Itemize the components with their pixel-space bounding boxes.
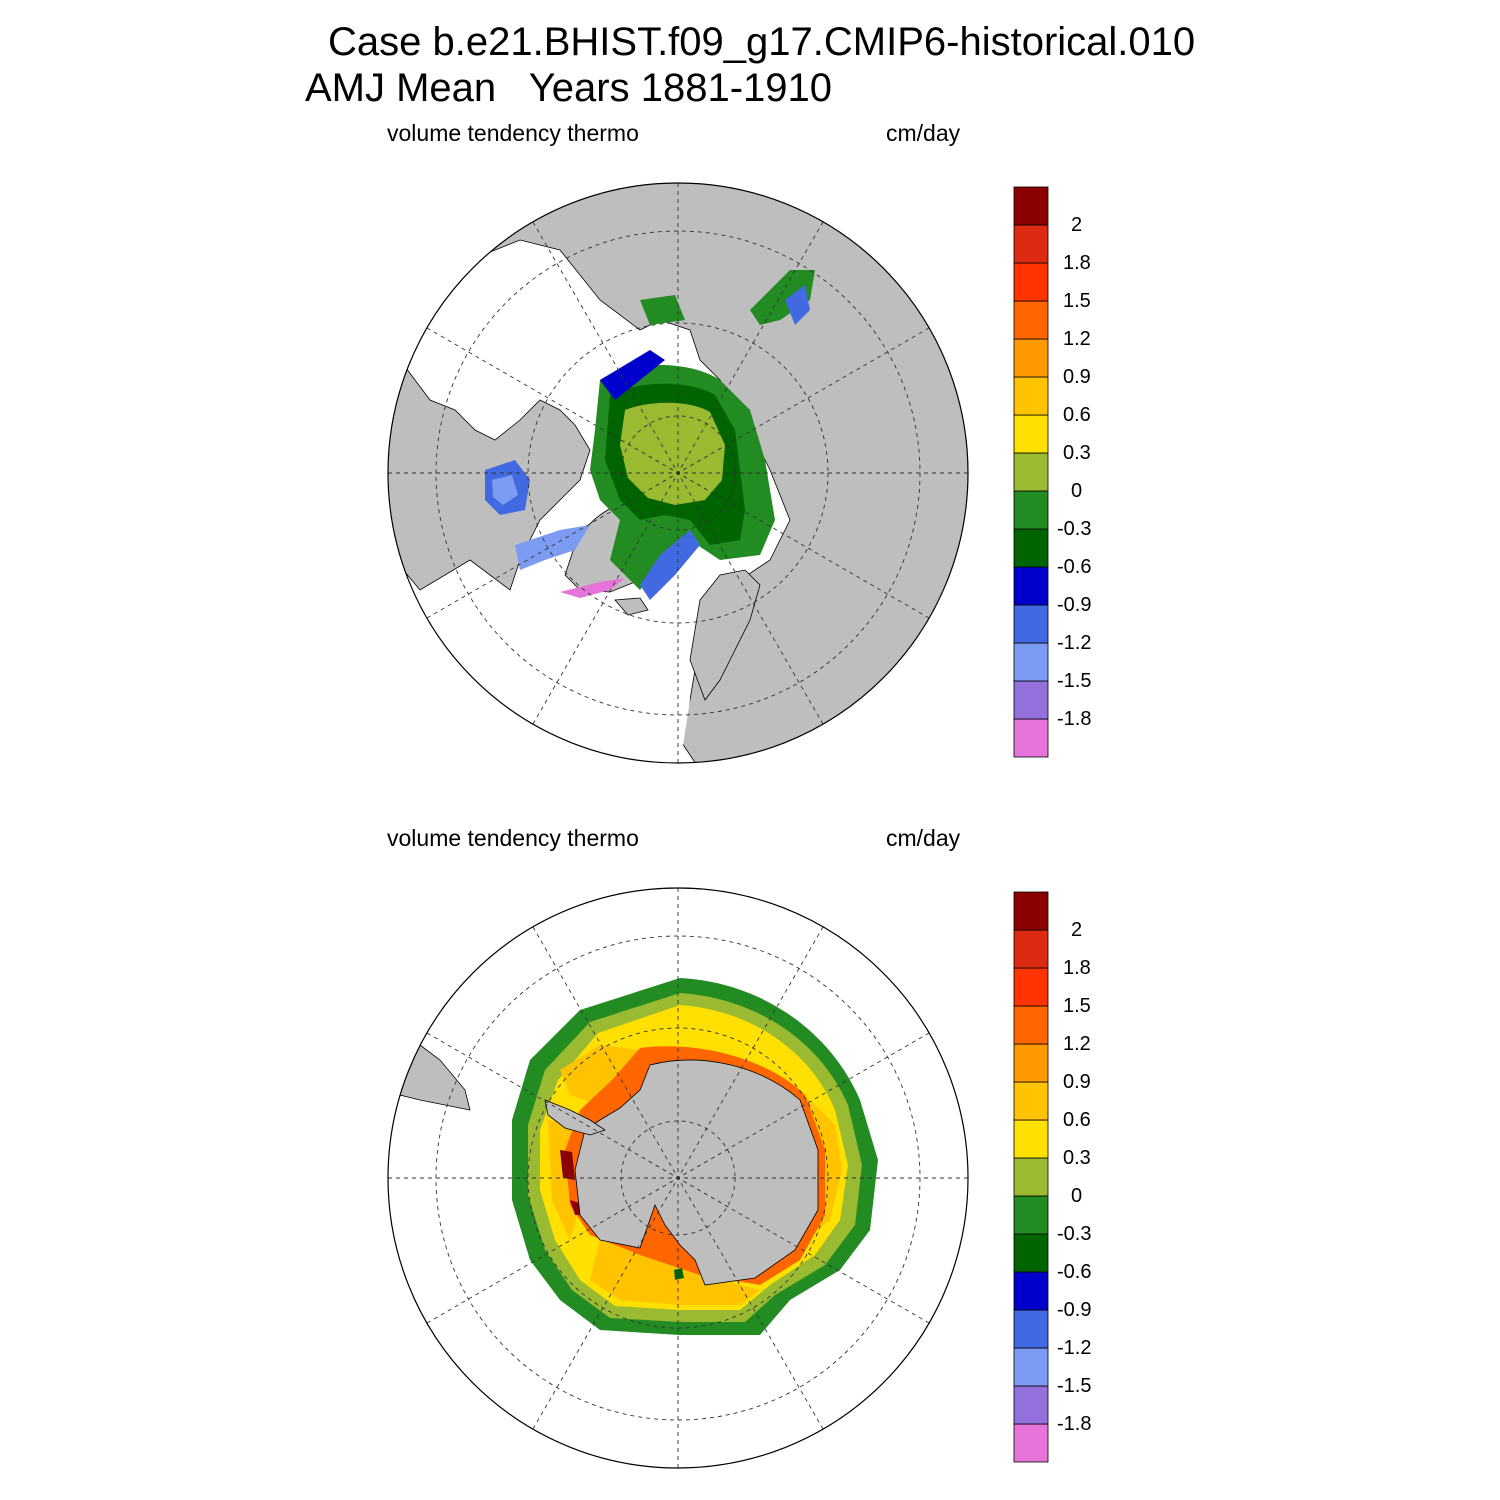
south-field-green-spot	[674, 1268, 684, 1280]
south-panel-units-label: cm/day	[886, 825, 961, 851]
north-colorbar-tick-label: 0	[1071, 480, 1083, 502]
south-colorbar-swatch	[1013, 1385, 1049, 1425]
figure-title-case: Case b.e21.BHIST.f09_g17.CMIP6-historica…	[328, 20, 1196, 64]
south-land-antarctica	[574, 1059, 819, 1286]
north-field-bering-blue	[785, 285, 810, 325]
north-colorbar-swatch	[1013, 300, 1049, 340]
south-field-coastal-darkred	[560, 1150, 575, 1180]
north-polar-map	[387, 182, 969, 764]
north-colorbar-swatch	[1013, 414, 1049, 454]
north-colorbar-swatch	[1013, 718, 1049, 758]
south-colorbar	[1013, 891, 1049, 1463]
north-colorbar-tick-label: -0.9	[1057, 594, 1092, 616]
south-colorbar-tick-label: 0.6	[1063, 1109, 1091, 1131]
north-colorbar-swatch	[1013, 642, 1049, 682]
south-colorbar-swatch	[1013, 1347, 1049, 1387]
south-colorbar-swatch	[1013, 1233, 1049, 1273]
north-colorbar-swatch	[1013, 528, 1049, 568]
south-colorbar-swatch	[1013, 1043, 1049, 1083]
figure-title-period: AMJ Mean Years 1881-1910	[305, 66, 833, 110]
north-colorbar-tick-label: 2	[1071, 214, 1083, 236]
south-colorbar-swatch	[1013, 1195, 1049, 1235]
north-land-north-america	[388, 338, 591, 591]
north-colorbar-swatch	[1013, 604, 1049, 644]
south-graticule	[388, 888, 968, 1468]
south-colorbar-swatch	[1013, 929, 1049, 969]
north-panel-variable-label: volume tendency thermo	[387, 120, 639, 146]
north-field-edge-blue-2	[640, 530, 700, 600]
south-colorbar-tick-label: 2	[1071, 919, 1083, 941]
south-colorbar-tick-label: 1.2	[1063, 1033, 1091, 1055]
south-colorbar-tick-label: 1.5	[1063, 995, 1091, 1017]
north-field-edge-blue-1	[600, 350, 665, 400]
north-field-central-arctic	[620, 402, 725, 505]
north-colorbar-tick-label: 0.9	[1063, 366, 1091, 388]
north-colorbar-tick-label: -1.8	[1057, 708, 1092, 730]
north-land-iceland	[614, 597, 649, 616]
south-colorbar-swatch	[1013, 967, 1049, 1007]
south-land-south-america	[394, 1044, 471, 1111]
north-colorbar	[1013, 186, 1049, 758]
south-colorbar-swatch	[1013, 1005, 1049, 1045]
south-colorbar-tick-label: -1.8	[1057, 1413, 1092, 1435]
south-colorbar-swatch	[1013, 1423, 1049, 1463]
south-colorbar-tick-label: -0.3	[1057, 1223, 1092, 1245]
north-field-denmark-strait	[560, 578, 625, 598]
south-colorbar-swatch	[1013, 1309, 1049, 1349]
north-colorbar-swatch	[1013, 490, 1049, 530]
south-colorbar-tick-label: 0.3	[1063, 1147, 1091, 1169]
south-colorbar-swatch	[1013, 891, 1049, 931]
south-colorbar-tick-label: -0.6	[1057, 1261, 1092, 1283]
north-field-okhotsk-green	[640, 295, 685, 325]
north-colorbar-tick-label: 0.6	[1063, 404, 1091, 426]
north-colorbar-swatch	[1013, 338, 1049, 378]
north-atlantic-open-water	[470, 600, 690, 763]
north-colorbar-tick-label: -1.2	[1057, 632, 1092, 654]
north-colorbar-swatch	[1013, 224, 1049, 264]
north-land-scandinavia	[689, 569, 761, 701]
north-colorbar-tick-label: -0.3	[1057, 518, 1092, 540]
north-field-labrador-sea	[515, 525, 590, 570]
north-colorbar-tick-label: 1.5	[1063, 290, 1091, 312]
south-colorbar-tick-label: -0.9	[1057, 1299, 1092, 1321]
south-land-antarctic-peninsula	[544, 1099, 606, 1136]
south-colorbar-tick-label: -1.5	[1057, 1375, 1092, 1397]
north-colorbar-swatch	[1013, 680, 1049, 720]
north-field-hudson-bay-core	[492, 475, 518, 505]
south-colorbar-swatch	[1013, 1119, 1049, 1159]
south-colorbar-swatch	[1013, 1081, 1049, 1121]
north-colorbar-swatch	[1013, 262, 1049, 302]
south-colorbar-tick-label: 0	[1071, 1185, 1083, 1207]
north-colorbar-tick-label: -0.6	[1057, 556, 1092, 578]
north-graticule	[388, 183, 968, 763]
north-colorbar-tick-label: 0.3	[1063, 442, 1091, 464]
north-colorbar-tick-label: -1.5	[1057, 670, 1092, 692]
north-colorbar-swatch	[1013, 376, 1049, 416]
north-field-bering-green	[750, 270, 815, 325]
south-colorbar-swatch	[1013, 1271, 1049, 1311]
south-colorbar-tick-label: 0.9	[1063, 1071, 1091, 1093]
south-colorbar-tick-label: -1.2	[1057, 1337, 1092, 1359]
north-colorbar-tick-label: 1.2	[1063, 328, 1091, 350]
north-panel-units-label: cm/day	[886, 120, 961, 146]
north-colorbar-tick-label: 1.8	[1063, 252, 1091, 274]
south-panel-variable-label: volume tendency thermo	[387, 825, 639, 851]
north-colorbar-swatch	[1013, 452, 1049, 492]
south-colorbar-swatch	[1013, 1157, 1049, 1197]
south-polar-map	[387, 887, 969, 1469]
north-colorbar-swatch	[1013, 186, 1049, 226]
south-colorbar-tick-label: 1.8	[1063, 957, 1091, 979]
north-colorbar-swatch	[1013, 566, 1049, 606]
